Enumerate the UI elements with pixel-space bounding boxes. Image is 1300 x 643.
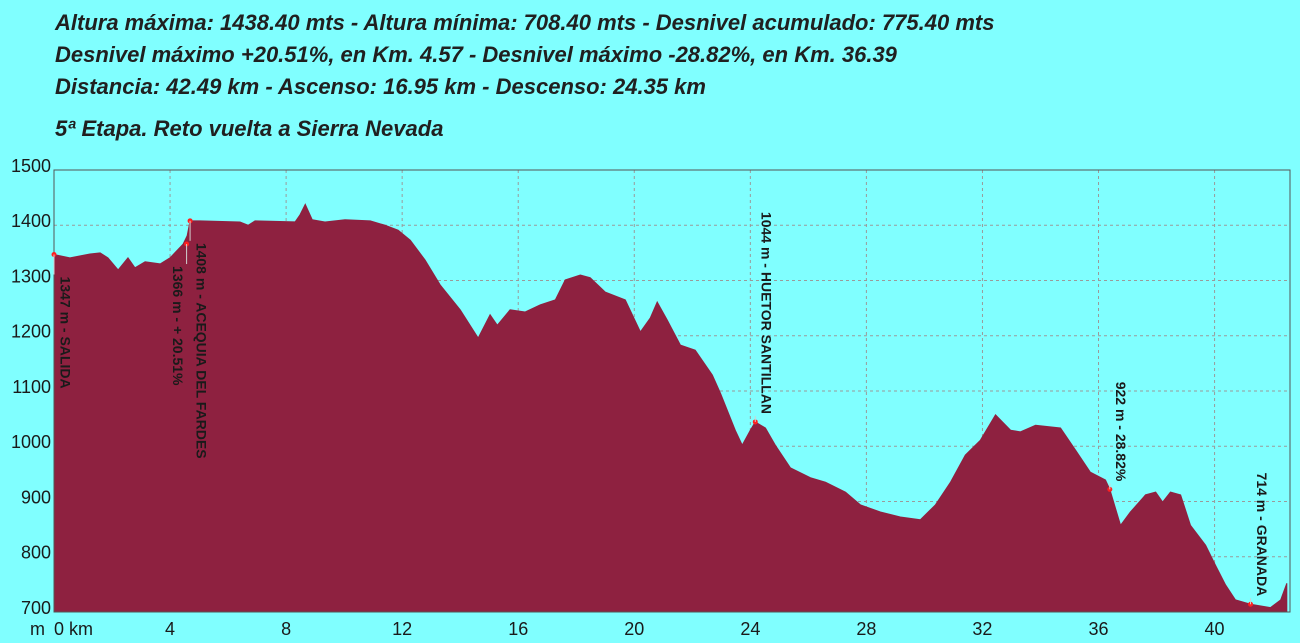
- y-tick-label: 1000: [11, 432, 51, 452]
- x-tick-label: 28: [856, 619, 876, 639]
- y-tick-label: 1100: [12, 377, 51, 397]
- y-tick-label: 800: [21, 543, 51, 563]
- x-tick-label: 20: [624, 619, 644, 639]
- annotation-label: 1408 m - ACEQUIA DEL FARDES: [193, 243, 209, 459]
- x-tick-label: 16: [508, 619, 528, 639]
- annotation-label: 1044 m - HUETOR SANTILLAN: [759, 212, 775, 414]
- x-tick-label: 36: [1088, 619, 1108, 639]
- y-tick-label: 1300: [11, 266, 51, 286]
- x-tick-label: 24: [740, 619, 760, 639]
- annotation-label: 1347 m - SALIDA: [57, 277, 73, 389]
- x-tick-label: 32: [972, 619, 992, 639]
- x-tick-label: 12: [392, 619, 412, 639]
- y-tick-label: 1400: [11, 211, 51, 231]
- annotation-label: 922 m - 28.82%: [1113, 382, 1129, 482]
- annotation-label: 714 m - GRANADA: [1254, 473, 1270, 597]
- y-axis-label: m: [30, 619, 45, 639]
- header-line: Desnivel máximo +20.51%, en Km. 4.57 - D…: [55, 42, 898, 67]
- x-tick-label: 40: [1205, 619, 1225, 639]
- y-tick-label: 1500: [11, 156, 51, 176]
- y-tick-label: 900: [21, 487, 51, 507]
- annotation-label: 1366 m - + 20.51%: [170, 266, 186, 386]
- chart-title: 5ª Etapa. Reto vuelta a Sierra Nevada: [55, 116, 443, 141]
- elevation-area: [53, 203, 1288, 613]
- header-line: Distancia: 42.49 km - Ascenso: 16.95 km …: [55, 74, 706, 99]
- x-tick-label: 4: [165, 619, 175, 639]
- y-tick-label: 700: [21, 598, 51, 618]
- y-tick-label: 1200: [11, 322, 51, 342]
- header-line: Altura máxima: 1438.40 mts - Altura míni…: [54, 10, 994, 35]
- plot-border: [53, 169, 1291, 613]
- x-tick-label: 0 km: [54, 619, 93, 639]
- x-tick-label: 8: [281, 619, 291, 639]
